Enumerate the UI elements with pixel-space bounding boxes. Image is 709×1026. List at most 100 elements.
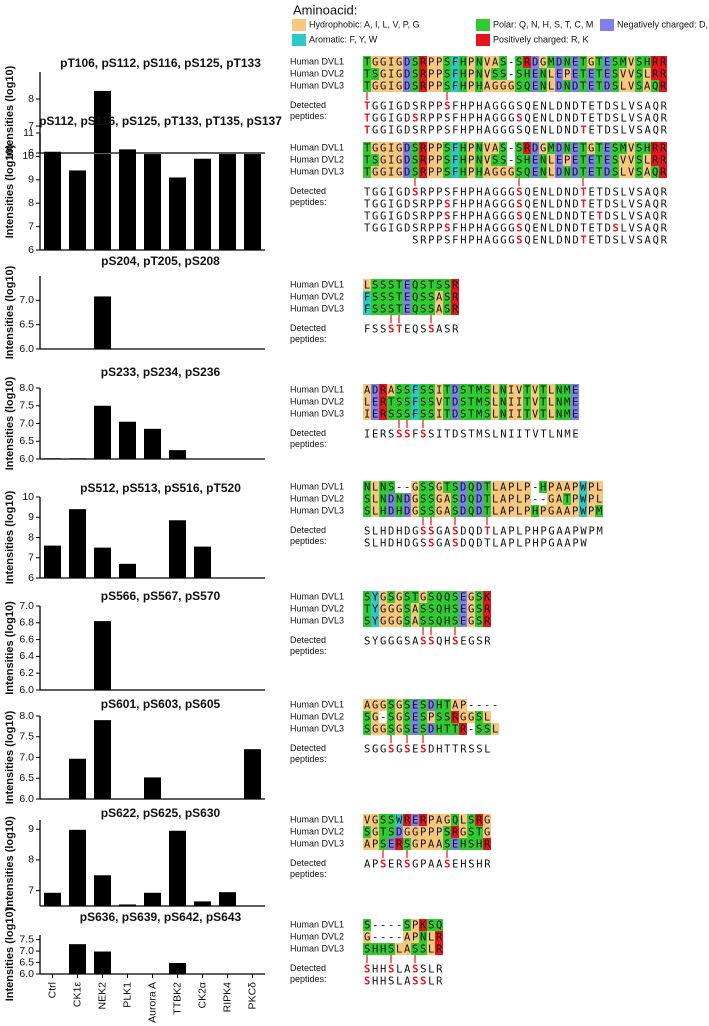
residue-cell bbox=[395, 384, 403, 396]
residue-cell bbox=[563, 493, 571, 505]
bar bbox=[69, 509, 86, 578]
residue-cell bbox=[475, 384, 483, 396]
chart-title: pT106, pS112, pS116, pS125, pT133 bbox=[60, 56, 261, 70]
residue-cell bbox=[435, 943, 443, 955]
residue-cell bbox=[427, 591, 435, 603]
bar bbox=[94, 875, 111, 906]
y-tick-label: 6.0 bbox=[19, 793, 34, 805]
residue-cell bbox=[603, 142, 611, 154]
residue-cell bbox=[499, 481, 507, 493]
residue-cell bbox=[411, 80, 419, 92]
y-tick-label: 10 bbox=[22, 150, 34, 162]
y-tick-label: 6.0 bbox=[19, 343, 34, 355]
sequence-name: Human DVL1 bbox=[290, 919, 344, 929]
legend-label: Hydrophobic: A, I, L, V, P, G bbox=[309, 19, 420, 29]
residue-cell bbox=[403, 384, 411, 396]
residue-cell bbox=[539, 396, 547, 408]
residue-cell bbox=[395, 838, 403, 850]
y-tick-label: 7.5 bbox=[19, 933, 34, 945]
residue-cell bbox=[427, 154, 435, 166]
residue-cell bbox=[571, 166, 579, 178]
residue-cell bbox=[459, 396, 467, 408]
legend-label: Negatively charged: D, E bbox=[617, 19, 709, 29]
residue-cell bbox=[379, 699, 387, 711]
residue-cell bbox=[459, 838, 467, 850]
residue-cell bbox=[379, 838, 387, 850]
residue-cell bbox=[371, 943, 379, 955]
residue-cell bbox=[539, 166, 547, 178]
residue-cell bbox=[419, 943, 427, 955]
residue-cell bbox=[547, 505, 555, 517]
residue-cell bbox=[427, 56, 435, 68]
residue-cell bbox=[627, 142, 635, 154]
residue-cell bbox=[507, 80, 515, 92]
residue-cell bbox=[563, 396, 571, 408]
residue-cell bbox=[419, 814, 427, 826]
bar bbox=[94, 90, 111, 153]
y-tick-label: 9 bbox=[28, 823, 34, 835]
residue-cell bbox=[451, 814, 459, 826]
residue-cell bbox=[443, 814, 451, 826]
residue-cell bbox=[419, 56, 427, 68]
y-tick-label: 8 bbox=[28, 854, 34, 866]
residue-cell bbox=[451, 711, 459, 723]
y-tick-label: 6 bbox=[28, 572, 34, 584]
residue-cell bbox=[555, 408, 563, 420]
residue-cell bbox=[659, 56, 667, 68]
bar bbox=[94, 951, 111, 974]
residue-cell bbox=[515, 154, 523, 166]
residue-cell bbox=[523, 408, 531, 420]
residue-cell bbox=[403, 723, 411, 735]
residue-cell bbox=[387, 814, 395, 826]
residue-cell bbox=[515, 505, 523, 517]
residue-cell bbox=[499, 408, 507, 420]
residue-cell bbox=[427, 408, 435, 420]
residue-cell bbox=[427, 505, 435, 517]
bar bbox=[44, 892, 61, 906]
residue-cell bbox=[555, 166, 563, 178]
bar bbox=[69, 758, 86, 799]
residue-cell bbox=[443, 303, 451, 315]
residue-cell bbox=[419, 68, 427, 80]
residue-cell bbox=[411, 291, 419, 303]
residue-cell bbox=[419, 931, 427, 943]
residue-cell bbox=[379, 591, 387, 603]
sequence: AGGSGSESDHTAP---- bbox=[364, 700, 500, 712]
residue-cell bbox=[451, 396, 459, 408]
sequence-name: Human DVL3 bbox=[290, 723, 344, 733]
residue-cell bbox=[363, 826, 371, 838]
residue-cell bbox=[443, 505, 451, 517]
residue-cell bbox=[363, 68, 371, 80]
residue-cell bbox=[451, 68, 459, 80]
residue-cell bbox=[635, 56, 643, 68]
residue-cell bbox=[411, 142, 419, 154]
y-tick-label: 11 bbox=[23, 127, 34, 139]
residue-cell bbox=[499, 166, 507, 178]
residue-cell bbox=[395, 826, 403, 838]
y-tick-label: 7 bbox=[28, 120, 34, 132]
residue-cell bbox=[595, 68, 603, 80]
residue-cell bbox=[379, 80, 387, 92]
residue-cell bbox=[387, 291, 395, 303]
residue-cell bbox=[411, 711, 419, 723]
residue-cell bbox=[419, 505, 427, 517]
residue-cell bbox=[411, 505, 419, 517]
peptide: SLHDHDGSSGASDQDTLAPLPHPGAAPW bbox=[364, 538, 588, 550]
sequence-name: Human DVL1 bbox=[290, 481, 344, 491]
residue-cell bbox=[371, 408, 379, 420]
residue-cell bbox=[515, 80, 523, 92]
residue-cell bbox=[491, 80, 499, 92]
bar bbox=[244, 154, 261, 250]
residue-cell bbox=[515, 56, 523, 68]
residue-cell bbox=[483, 166, 491, 178]
residue-cell bbox=[443, 80, 451, 92]
sequence: SG-SGSESPSSRGGSL bbox=[364, 712, 492, 724]
residue-cell bbox=[411, 154, 419, 166]
residue-cell bbox=[443, 591, 451, 603]
y-tick-label: 7.0 bbox=[19, 751, 34, 763]
residue-cell bbox=[411, 591, 419, 603]
sequence-name: Human DVL2 bbox=[290, 711, 344, 721]
residue-cell bbox=[547, 493, 555, 505]
bar bbox=[94, 296, 111, 349]
residue-cell bbox=[387, 943, 395, 955]
